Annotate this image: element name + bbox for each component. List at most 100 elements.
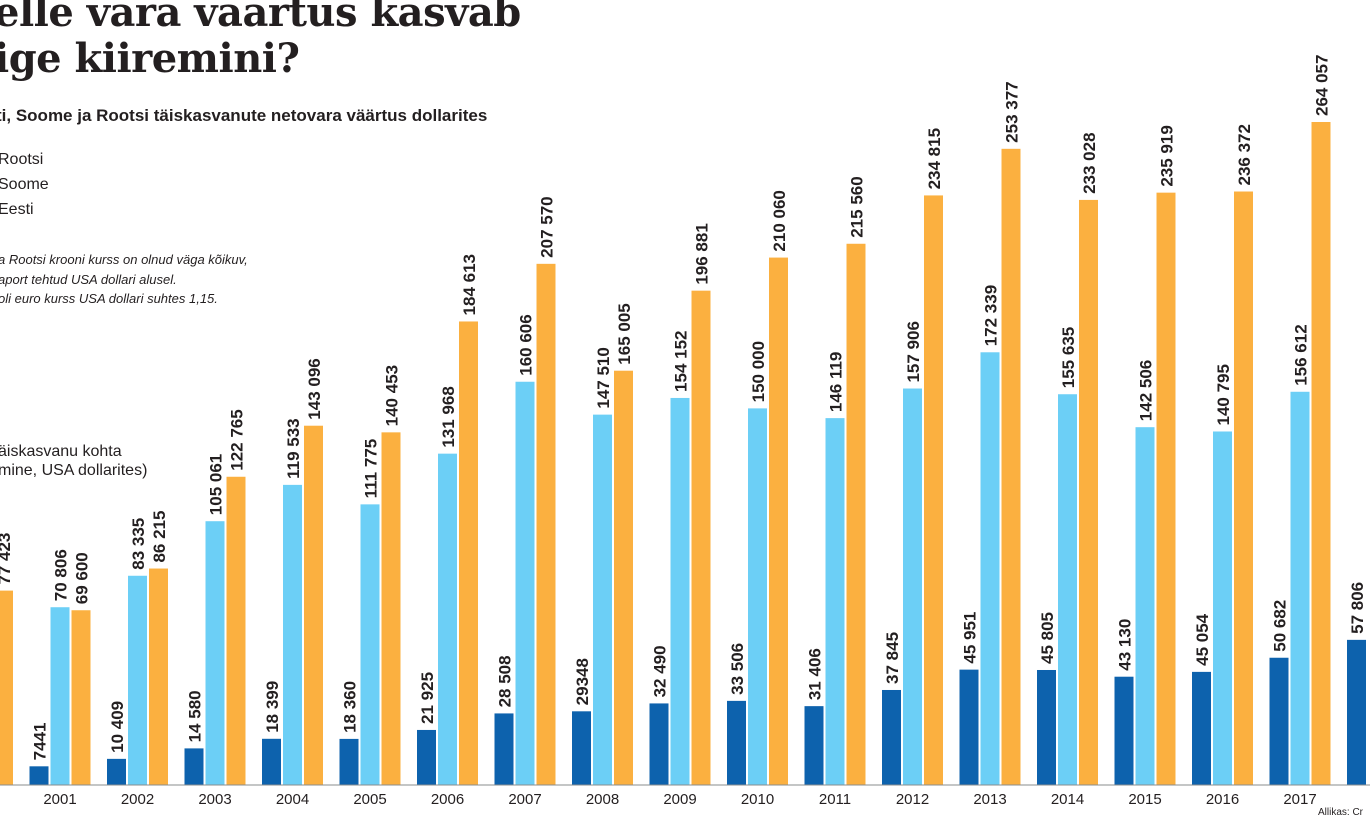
bar-rootsi-2013 [1001,148,1021,786]
chart-title-line-2: ige kiiremini? [0,35,300,82]
bar-eesti-2008 [572,711,591,785]
x-tick-label-2002: 2002 [121,791,154,808]
data-label-soome-2008: 147 510 [594,347,613,408]
data-label-eesti-2005: 18 360 [341,681,360,733]
data-label-eesti-2001: 7441 [31,722,50,760]
data-label-soome-2012: 157 906 [904,321,923,382]
bar-rootsi-2017 [1311,122,1331,785]
data-label-soome-2010: 150 000 [749,341,768,402]
bar-soome-2006 [438,453,457,785]
legend-item-soome: Soome [0,176,49,193]
bar-rootsi-2012 [924,195,943,785]
data-label-soome-2011: 146 119 [827,352,846,413]
x-tick-label-2016: 2016 [1206,791,1239,808]
data-label-rootsi-2001: 69 600 [73,552,92,604]
bar-eesti-2009 [649,703,669,785]
data-label-rootsi-2016: 236 372 [1235,124,1254,185]
data-label-rootsi-2003: 122 765 [228,409,247,470]
data-label-eesti-2012: 37 845 [883,632,902,684]
data-label-soome-2014: 155 635 [1059,327,1078,388]
bar-soome-2012 [903,388,922,785]
x-tick-label-2017: 2017 [1283,791,1316,808]
data-label-rootsi-2015: 235 919 [1158,125,1177,186]
data-label-rootsi-2017: 264 057 [1313,55,1332,116]
x-tick-label-2007: 2007 [508,791,541,808]
chart-subtitle: ti, Soome ja Rootsi täiskasvanute netova… [0,106,488,125]
data-label-soome-2006: 131 968 [439,386,458,447]
bar-eesti-2006 [417,729,436,785]
bar-soome-2005 [360,504,380,785]
bar-eesti-2010 [727,700,746,785]
data-label-soome-2016: 140 795 [1214,364,1233,425]
data-label-rootsi-2008: 165 005 [615,303,634,364]
chart-title-line-1: elle vara väärtus kasvab [0,0,521,36]
data-label-soome-2007: 160 606 [517,314,536,375]
data-label-eesti-2002: 10 409 [108,701,127,753]
x-tick-label-2013: 2013 [973,791,1006,808]
x-tick-label-2010: 2010 [741,791,774,808]
data-label-eesti-2017: 50 682 [1271,600,1290,652]
data-label-rootsi-2004: 143 096 [305,358,324,419]
y-axis-label-line-2: mine, USA dollarites) [0,462,148,479]
bar-rootsi-2002 [149,568,168,785]
data-label-rootsi-2014: 233 028 [1080,132,1099,193]
data-label-soome-2009: 154 152 [672,330,691,391]
data-label-eesti-2004: 18 399 [263,681,282,733]
bar-soome-2002 [128,575,147,785]
data-label-eesti-2014: 45 805 [1038,612,1057,664]
bar-eesti-2001 [29,766,49,785]
bar-rootsi-2014 [1079,199,1098,786]
x-tick-label-2003: 2003 [198,791,231,808]
data-label-rootsi-2012: 234 815 [925,128,944,189]
bar-soome-2015 [1135,427,1155,785]
note-line-2: aport tehtud USA dollari alusel. [0,271,177,287]
data-label-eesti-2007: 28 508 [496,655,515,707]
data-label-rootsi-2013: 253 377 [1003,81,1022,142]
bar-eesti-2003 [184,748,204,785]
data-label-eesti-2008: 29348 [573,658,592,705]
bar-eesti-2016 [1192,671,1211,785]
note-line-1: a Rootsi krooni kurss on olnud väga kõik… [0,252,248,267]
x-tick-label-2009: 2009 [663,791,696,808]
bar-soome-2001 [50,607,70,785]
data-label-soome-2017: 156 612 [1292,324,1311,385]
data-label-rootsi-2005: 140 453 [383,365,402,426]
data-label-rootsi-2011: 215 560 [848,176,867,237]
x-tick-label-2015: 2015 [1128,791,1161,808]
bar-soome-2014 [1058,394,1077,785]
data-label-rootsi-2002: 86 215 [150,511,169,563]
bar-rootsi-2015 [1156,192,1176,786]
bar-rootsi-2005 [381,432,401,785]
data-label-rootsi-2006: 184 613 [460,254,479,315]
bar-rootsi-2007 [536,263,556,786]
bar-rootsi-2011 [846,243,866,785]
bar-eesti-2002 [107,758,126,785]
data-label-soome-2015: 142 506 [1137,360,1156,421]
data-label-soome-2002: 83 335 [129,518,148,570]
data-label-rootsi-2009: 196 881 [693,223,712,284]
source-credit: Allikas: Cr [1318,807,1364,818]
bar-soome-2003 [205,521,225,785]
data-label-eesti-2003: 14 580 [186,690,205,742]
bar-soome-2011 [825,418,845,785]
bar-eesti-2017 [1269,657,1289,785]
bar-eesti-2012 [882,689,901,785]
data-label-soome-2001: 70 806 [52,549,71,601]
bar-eesti-2014 [1037,669,1056,785]
data-label-eesti-2011: 31 406 [806,648,825,700]
legend-item-rootsi: Rootsi [0,151,44,168]
legend: Rootsi Soome Eesti [0,149,49,224]
bar-eesti-2005 [339,738,359,785]
bar-rootsi-2010 [769,257,788,785]
x-tick-label-2011: 2011 [819,791,851,808]
data-label-eesti-2010: 33 506 [728,643,747,695]
x-tick-label-2005: 2005 [353,791,386,808]
bar-rootsi-2003 [226,476,246,785]
data-label-eesti-2006: 21 925 [418,672,437,724]
x-tick-label-2001: 2001 [43,791,76,808]
bar-soome-2008 [593,414,612,785]
data-label-soome-2013: 172 339 [982,285,1001,346]
bar-soome-2010 [748,408,767,785]
note-line-3: oli euro kurss USA dollari suhtes 1,15. [0,291,218,306]
bar-eesti-2011 [804,706,824,785]
